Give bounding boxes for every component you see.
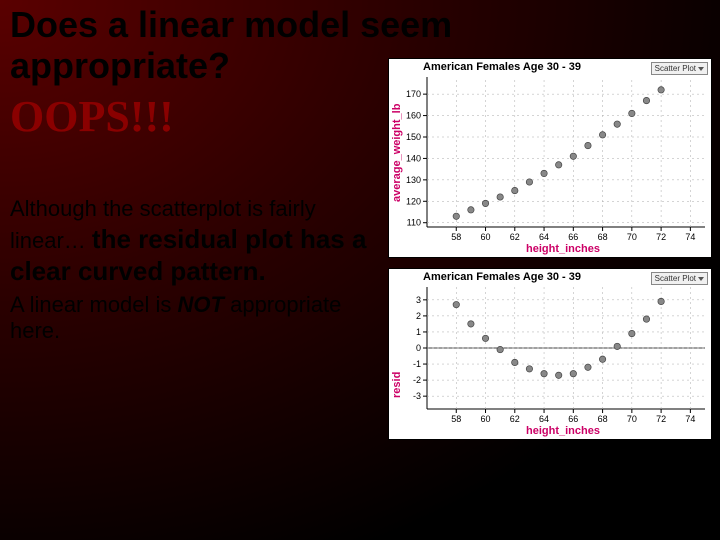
svg-text:1: 1 [416,327,421,337]
svg-text:-3: -3 [413,391,421,401]
svg-text:120: 120 [406,196,421,206]
svg-text:58: 58 [451,414,461,424]
residual-plot: American Females Age 30 - 39 Scatter Plo… [388,268,712,440]
svg-text:170: 170 [406,89,421,99]
svg-text:160: 160 [406,111,421,121]
svg-text:60: 60 [481,232,491,242]
body-not: NOT [178,292,224,317]
svg-text:70: 70 [627,232,637,242]
svg-text:68: 68 [598,414,608,424]
svg-text:130: 130 [406,175,421,185]
page-title-line1: Does a linear model seem [10,4,710,45]
svg-text:74: 74 [685,232,695,242]
svg-text:3: 3 [416,295,421,305]
svg-text:62: 62 [510,232,520,242]
svg-text:60: 60 [481,414,491,424]
svg-text:62: 62 [510,414,520,424]
svg-text:66: 66 [568,232,578,242]
svg-text:66: 66 [568,414,578,424]
svg-text:72: 72 [656,232,666,242]
chart2-ylabel: resid [391,372,403,398]
svg-text:72: 72 [656,414,666,424]
svg-text:68: 68 [598,232,608,242]
svg-text:2: 2 [416,311,421,321]
svg-text:140: 140 [406,153,421,163]
chart2-svg: 58 60 62 64 66 68 70 72 74 -3 -2 -1 0 1 2 3 [389,269,713,441]
svg-text:-2: -2 [413,375,421,385]
body-paragraph: Although the scatterplot is fairly linea… [10,195,380,344]
svg-text:-1: -1 [413,359,421,369]
chart1-ylabel: average_weight_lb [391,104,403,202]
body-tail-pre: A linear model is [10,292,178,317]
svg-text:74: 74 [685,414,695,424]
svg-text:70: 70 [627,414,637,424]
svg-text:150: 150 [406,132,421,142]
svg-text:0: 0 [416,343,421,353]
chart2-xlabel: height_inches [526,425,600,437]
chart1-svg: 58 60 62 64 66 68 70 72 74 110 120 130 140 150 160 170 [389,59,713,259]
svg-text:110: 110 [407,218,421,228]
scatterplot-weight-vs-height: American Females Age 30 - 39 Scatter Plo… [388,58,712,258]
svg-text:64: 64 [539,232,549,242]
chart1-xlabel: height_inches [526,243,600,255]
svg-text:58: 58 [451,232,461,242]
svg-text:64: 64 [539,414,549,424]
